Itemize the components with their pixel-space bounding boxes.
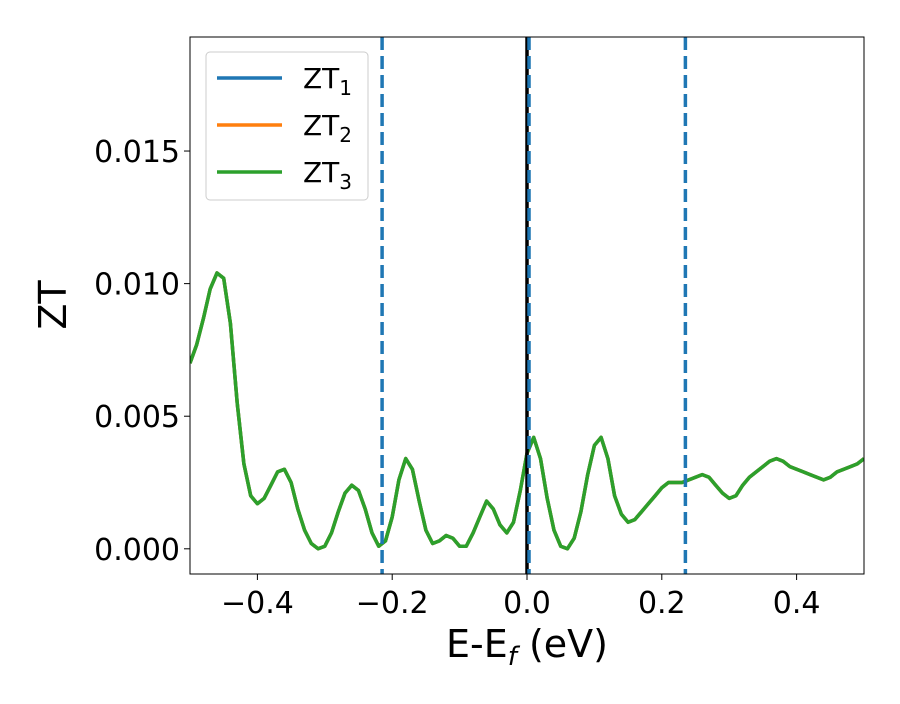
x-axis-label: E-Ef (eV) bbox=[446, 622, 608, 672]
legend-label-zt3: ZT3 bbox=[303, 156, 352, 194]
legend-label-subscript: 2 bbox=[339, 123, 352, 147]
y-tick-label: 0.015 bbox=[94, 135, 180, 170]
legend-label-base: ZT bbox=[303, 62, 340, 95]
x-tick-label: −0.4 bbox=[221, 586, 294, 621]
legend-label-zt1: ZT1 bbox=[303, 62, 352, 100]
y-tick-label: 0.010 bbox=[94, 268, 180, 303]
x-label-base: E-E bbox=[446, 622, 508, 666]
x-axis-ticks: −0.4 −0.2 0.0 0.2 0.4 bbox=[221, 574, 820, 621]
x-label-unit: (eV) bbox=[517, 622, 608, 666]
y-tick-label: 0.005 bbox=[94, 400, 180, 435]
x-tick-label: 0.0 bbox=[503, 586, 551, 621]
y-axis-label: ZT bbox=[31, 280, 75, 330]
y-axis-ticks: 0.000 0.005 0.010 0.015 bbox=[94, 135, 190, 568]
legend-label-base: ZT bbox=[303, 109, 340, 142]
legend-label-base: ZT bbox=[303, 156, 340, 189]
legend-label-subscript: 1 bbox=[339, 76, 352, 100]
y-tick-label: 0.000 bbox=[94, 533, 180, 568]
x-tick-label: −0.2 bbox=[356, 586, 429, 621]
legend-label-zt2: ZT2 bbox=[303, 109, 352, 147]
legend-frame bbox=[205, 51, 369, 201]
reference-lines-layer bbox=[380, 37, 688, 574]
x-tick-label: 0.4 bbox=[773, 586, 821, 621]
x-tick-label: 0.2 bbox=[638, 586, 686, 621]
legend-label-subscript: 3 bbox=[339, 170, 352, 194]
